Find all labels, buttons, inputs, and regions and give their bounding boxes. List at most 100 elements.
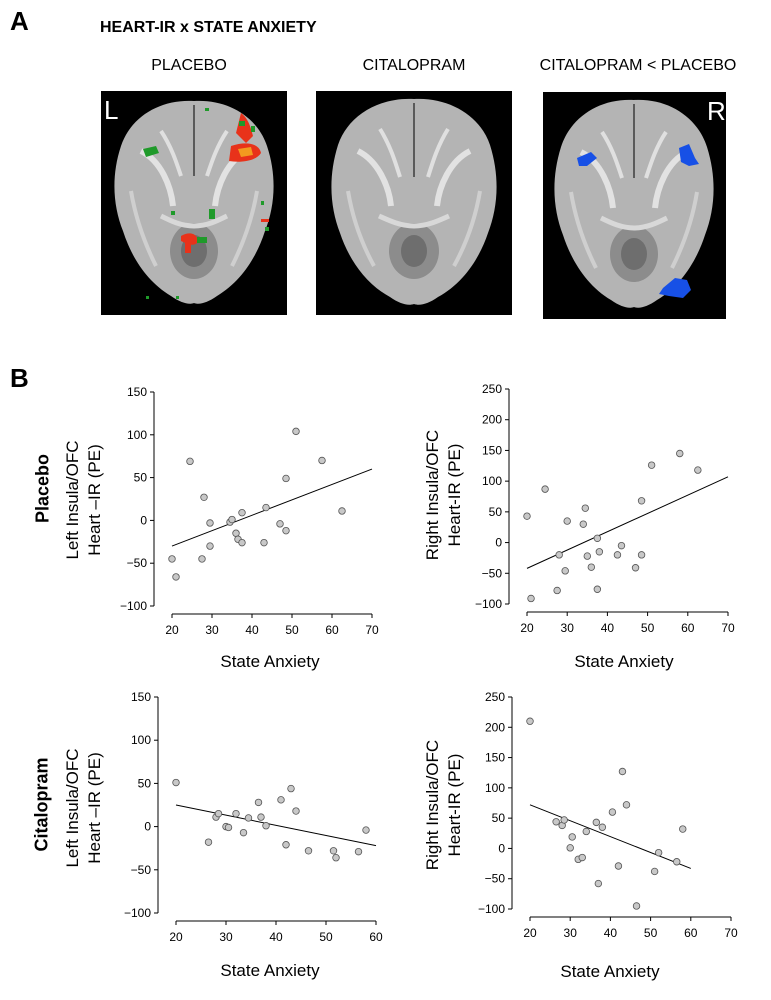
data-point bbox=[277, 796, 285, 804]
y-tick-label: 0 bbox=[495, 536, 502, 550]
data-point bbox=[583, 552, 591, 560]
y-axis-label-line: Left Insula/OFC bbox=[63, 748, 82, 867]
data-point bbox=[593, 585, 602, 593]
data-point bbox=[541, 485, 549, 493]
data-point bbox=[637, 551, 646, 559]
data-point bbox=[224, 823, 233, 832]
data-point bbox=[238, 508, 246, 517]
y-tick-label: 50 bbox=[134, 471, 148, 485]
x-tick-label: 50 bbox=[285, 623, 299, 637]
data-point bbox=[694, 466, 702, 474]
data-point bbox=[304, 847, 313, 855]
x-tick-label: 60 bbox=[681, 621, 695, 635]
y-axis-label: Right Insula/OFC Heart-IR (PE) bbox=[423, 740, 464, 870]
y-tick-label: 150 bbox=[482, 443, 502, 457]
data-point bbox=[292, 427, 300, 436]
y-tick-label: 50 bbox=[492, 811, 506, 825]
data-point bbox=[595, 548, 604, 556]
data-point bbox=[172, 778, 180, 787]
panel-a-title: HEART-IR x STATE ANXIETY bbox=[100, 19, 317, 36]
data-point bbox=[582, 827, 590, 836]
data-point bbox=[676, 449, 684, 458]
y-tick-label: 150 bbox=[127, 385, 147, 399]
y-axis-label: Right Insula/OFC Heart-IR (PE) bbox=[423, 430, 464, 560]
fit-line bbox=[529, 804, 691, 869]
data-point bbox=[608, 808, 617, 816]
y-axis-label-line: Heart-IR (PE) bbox=[445, 444, 464, 547]
panel-a-letter: A bbox=[10, 6, 29, 36]
y-tick-label: 250 bbox=[482, 382, 502, 396]
x-tick-label: 50 bbox=[319, 930, 333, 944]
data-point bbox=[204, 838, 213, 846]
data-point bbox=[287, 784, 295, 793]
data-point bbox=[614, 862, 623, 870]
scatter-plot-2: 20 30 40 50 60 70 −100 −50 0 50 100 150 200 250 State … bbox=[423, 382, 735, 671]
data-point bbox=[257, 813, 265, 821]
data-point bbox=[679, 825, 687, 833]
y-tick-label: −50 bbox=[127, 556, 148, 570]
panel-b-letter: B bbox=[10, 363, 29, 393]
data-point bbox=[198, 555, 206, 563]
data-point bbox=[260, 538, 268, 547]
data-point bbox=[637, 497, 646, 505]
y-tick-label: 100 bbox=[131, 733, 151, 747]
y-tick-label: 0 bbox=[140, 513, 147, 527]
data-point bbox=[262, 503, 270, 512]
data-point bbox=[362, 826, 370, 834]
brain-slice-citalopram bbox=[316, 91, 512, 315]
data-point bbox=[262, 822, 270, 830]
data-point bbox=[282, 841, 290, 849]
y-tick-label: 50 bbox=[489, 505, 503, 519]
x-tick-label: 70 bbox=[724, 926, 738, 940]
y-tick-label: 50 bbox=[138, 776, 152, 790]
data-point bbox=[526, 717, 534, 725]
data-point bbox=[566, 844, 574, 852]
data-point bbox=[338, 507, 346, 515]
data-point bbox=[214, 809, 223, 818]
y-tick-label: 150 bbox=[131, 690, 151, 704]
data-point bbox=[673, 858, 681, 866]
x-tick-label: 60 bbox=[325, 623, 339, 637]
data-point bbox=[598, 823, 607, 831]
y-tick-label: −50 bbox=[485, 872, 506, 886]
data-point bbox=[527, 594, 535, 603]
x-tick-label: 60 bbox=[684, 926, 698, 940]
x-tick-label: 50 bbox=[644, 926, 658, 940]
y-tick-label: 0 bbox=[144, 820, 151, 834]
y-tick-label: −100 bbox=[475, 597, 502, 611]
data-point bbox=[560, 816, 568, 824]
scatter-plot-1: 20 30 40 50 60 70 −100 −50 0 50 100 150 State Anxiet… bbox=[63, 385, 379, 671]
y-tick-label: 0 bbox=[498, 841, 505, 855]
x-axis-label: State Anxiety bbox=[560, 962, 660, 981]
data-point bbox=[282, 526, 290, 535]
y-tick-label: 200 bbox=[482, 413, 502, 427]
data-point bbox=[238, 538, 246, 547]
data-point bbox=[232, 809, 240, 818]
data-point bbox=[206, 519, 214, 527]
brain-slice-contrast: R bbox=[543, 92, 726, 319]
data-point bbox=[555, 551, 563, 559]
x-axis-label: State Anxiety bbox=[220, 961, 320, 980]
data-point bbox=[186, 457, 194, 466]
y-axis-label: Left Insula/OFC Heart –IR (PE) bbox=[63, 440, 104, 559]
data-point bbox=[329, 847, 338, 855]
data-point bbox=[206, 542, 214, 550]
data-point bbox=[553, 586, 561, 595]
data-point bbox=[168, 555, 176, 563]
x-tick-label: 20 bbox=[520, 621, 534, 635]
data-point bbox=[244, 814, 253, 822]
condition-label-contrast: CITALOPRAM < PLACEBO bbox=[539, 57, 737, 74]
data-point bbox=[632, 902, 641, 910]
data-point bbox=[622, 801, 631, 809]
y-tick-label: −100 bbox=[120, 599, 147, 613]
data-point bbox=[239, 828, 248, 837]
x-tick-label: 40 bbox=[604, 926, 618, 940]
data-point bbox=[282, 474, 290, 483]
x-tick-label: 70 bbox=[721, 621, 735, 635]
x-tick-label: 20 bbox=[169, 930, 183, 944]
x-axis-label: State Anxiety bbox=[574, 652, 674, 671]
data-point bbox=[563, 517, 571, 525]
x-tick-label: 50 bbox=[641, 621, 655, 635]
y-axis-label-line: Heart –IR (PE) bbox=[85, 444, 104, 555]
